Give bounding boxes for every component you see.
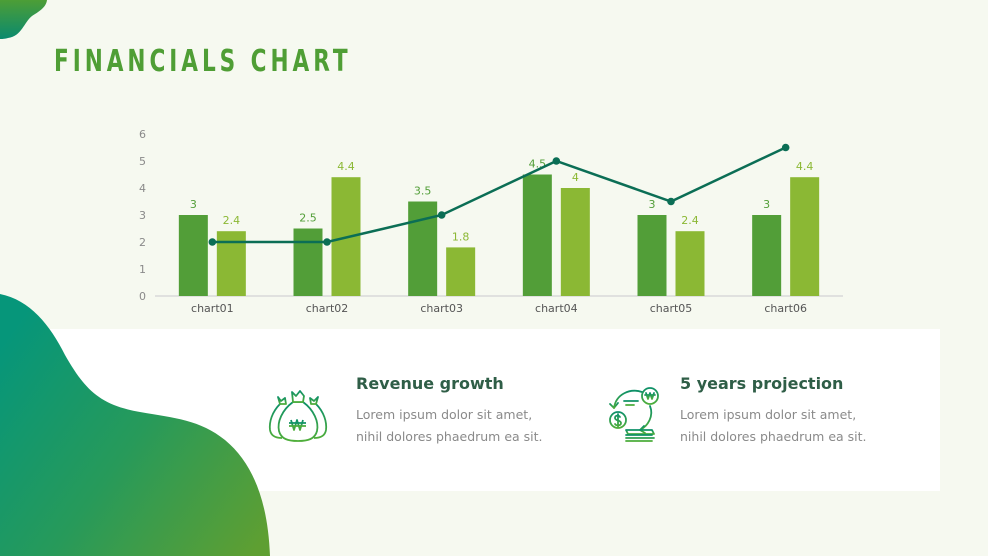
bar-value-label: 4.4 [337,160,355,173]
decorative-blob-top [0,0,47,39]
y-tick-label: 2 [139,236,146,249]
money-bags-icon [268,390,328,442]
bar [522,174,552,296]
bar-value-label: 4.5 [529,158,547,171]
bar-value-label: 2.4 [681,214,699,227]
feature-text-line1: Lorem ipsum dolor sit amet, [356,407,533,422]
bar [293,228,323,296]
y-tick-label: 1 [139,263,146,276]
piggy-bank-cycle-icon [609,387,659,442]
bar-value-label: 1.8 [452,230,470,243]
bar-value-label: 3 [649,198,656,211]
decorative-blob-bottom [0,294,270,556]
x-tick-label: chart05 [650,302,693,315]
y-tick-label: 3 [139,209,146,222]
x-tick-label: chart01 [191,302,234,315]
bar [446,247,476,296]
bar [752,215,782,296]
x-tick-label: chart04 [535,302,578,315]
bar [178,215,208,296]
feature-text-line2: nihil dolores phaedrum ea sit. [680,429,867,444]
line-point [552,157,561,165]
bar-value-label: 2.4 [223,214,241,227]
x-tick-label: chart03 [420,302,463,315]
feature-text-line2: nihil dolores phaedrum ea sit. [356,429,543,444]
bar-value-label: 3.5 [414,185,432,198]
bar [675,231,705,296]
bar-value-label: 3 [763,198,770,211]
bar-value-label: 2.5 [299,212,317,225]
line-series [212,146,787,244]
y-tick-label: 5 [139,155,146,168]
bar-value-label: 4 [572,171,579,184]
bar-value-label: 4.4 [796,160,814,173]
y-tick-label: 0 [139,290,146,303]
bar [560,188,590,296]
line-point [781,143,790,152]
bar-value-label: 3 [190,198,197,211]
x-tick-label: chart02 [306,302,349,315]
bar [790,177,820,296]
x-tick-label: chart06 [764,302,807,315]
financials-chart: 0 1 2 3 4 5 6 3 2.4 chart01 2.5 4.4 chart02 3.5 1.8 cha… [139,128,843,315]
y-tick-label: 4 [139,182,146,195]
line-point [437,211,446,219]
line-point [323,238,331,246]
feature-heading: 5 years projection [680,374,844,393]
bar [408,201,438,296]
line-point [208,238,217,246]
y-tick-label: 6 [139,128,146,141]
page-title: FINANCIALS CHART [54,44,352,79]
bar [637,215,667,296]
feature-text-line1: Lorem ipsum dolor sit amet, [680,407,857,422]
line-point [667,197,675,206]
feature-heading: Revenue growth [356,374,504,393]
